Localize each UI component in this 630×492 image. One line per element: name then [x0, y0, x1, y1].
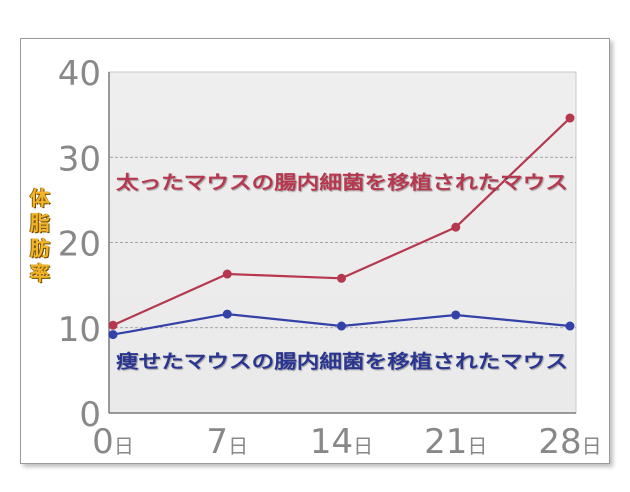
x-tick-label: 14日 [310, 422, 373, 462]
y-axis-label-char: 肪 [30, 236, 50, 260]
x-tick-label: 0日 [92, 422, 134, 462]
data-point [108, 320, 118, 330]
y-tick-label: 40 [58, 54, 101, 94]
y-tick-label: 10 [58, 310, 101, 350]
data-point [108, 330, 118, 340]
y-tick-label: 0 [79, 395, 101, 435]
data-point [337, 321, 346, 331]
data-point [565, 113, 575, 123]
data-point [451, 222, 461, 232]
y-axis-label: 体 脂 肪 率 [26, 186, 54, 286]
y-tick-label: 20 [58, 225, 101, 265]
data-point [337, 273, 346, 283]
x-tick-label: 28日 [538, 422, 601, 462]
series-label-lean: 痩せたマウスの腸内細菌を移植されたマウス [116, 351, 568, 373]
data-point [565, 321, 575, 331]
series-label-fat: 太ったマウスの腸内細菌を移植されたマウス [115, 172, 568, 194]
data-point [451, 310, 461, 320]
x-tick-label: 7日 [206, 422, 248, 462]
data-point [222, 269, 232, 279]
x-tick-label: 21日 [424, 422, 487, 462]
y-axis-label-char: 脂 [30, 211, 50, 235]
y-tick-label: 30 [58, 139, 101, 179]
data-point [222, 309, 232, 319]
y-axis-label-char: 率 [30, 261, 50, 285]
y-axis-label-char: 体 [30, 186, 50, 210]
